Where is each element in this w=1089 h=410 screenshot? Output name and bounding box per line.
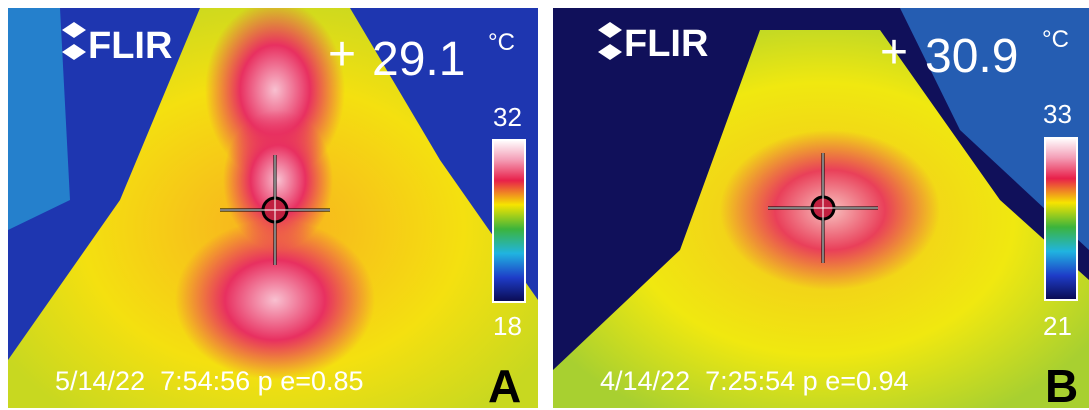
unit: °C: [1042, 26, 1069, 53]
color-scale: [493, 140, 525, 302]
thermal-figure: FLIR + 29.1 °C 32 18 5/14/22 7:54:56 p e…: [0, 0, 1089, 410]
brand: FLIR: [88, 25, 172, 67]
unit: °C: [488, 29, 515, 56]
panel-a: FLIR + 29.1 °C 32 18 5/14/22 7:54:56 p e…: [8, 0, 538, 410]
scale-min: 18: [493, 311, 522, 341]
panel-label: A: [488, 360, 521, 410]
scale-max: 33: [1043, 99, 1072, 129]
panel-b: FLIR + 30.9 °C 33 21 4/14/22 7:25:54 p e…: [553, 8, 1089, 410]
edge-glow: [8, 8, 70, 230]
color-scale: [1045, 138, 1077, 300]
panel-label: B: [1045, 360, 1078, 410]
temperature: 30.9: [925, 30, 1018, 83]
scale-min: 21: [1043, 311, 1072, 341]
temperature: 29.1: [372, 33, 465, 86]
timestamp: 5/14/22 7:54:56 p e=0.85: [55, 366, 364, 396]
scale-max: 32: [493, 102, 522, 132]
brand: FLIR: [624, 23, 708, 65]
timestamp: 4/14/22 7:25:54 p e=0.94: [600, 366, 909, 396]
crosshair-plus: +: [328, 28, 356, 81]
crosshair-plus: +: [880, 26, 908, 79]
